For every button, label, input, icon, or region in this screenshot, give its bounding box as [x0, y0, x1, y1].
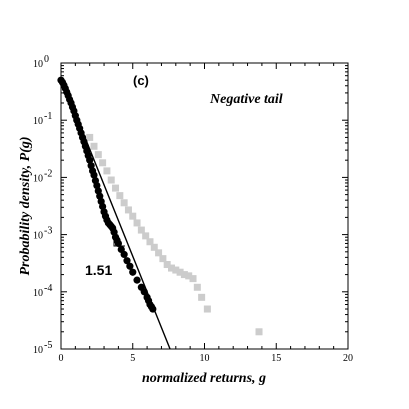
y-tick-exponent: -2 — [44, 168, 52, 179]
y-tick-exponent: -5 — [44, 340, 52, 351]
gray-point — [120, 199, 128, 207]
gray-point — [203, 305, 211, 313]
gray-series — [86, 133, 263, 336]
slope-label: 1.51 — [85, 262, 112, 278]
x-tick-label: 10 — [200, 353, 210, 364]
black-point — [120, 250, 128, 259]
slope-triangle — [113, 226, 125, 247]
x-axis-title: normalized returns, g — [142, 371, 266, 386]
y-tick-label: 10 — [33, 59, 43, 70]
gray-point — [146, 238, 154, 246]
gray-point — [150, 243, 158, 251]
gray-point — [180, 271, 188, 279]
y-tick-exponent: -1 — [44, 111, 52, 122]
gray-point — [94, 151, 102, 159]
y-tick-label: 10 — [33, 345, 43, 356]
annotation-negative-tail: Negative tail — [209, 92, 283, 107]
y-tick-label: 10 — [33, 231, 43, 242]
gray-point — [86, 133, 94, 141]
y-tick-label: 10 — [33, 116, 43, 127]
x-tick-label: 0 — [59, 353, 64, 364]
gray-point — [90, 142, 98, 150]
gray-point — [193, 283, 201, 291]
gray-point — [176, 268, 184, 276]
black-point — [114, 239, 122, 248]
gray-point — [124, 206, 132, 214]
gray-point — [198, 293, 206, 301]
gray-point — [129, 212, 137, 220]
black-point — [133, 276, 141, 284]
gray-point — [155, 249, 163, 257]
gray-point — [137, 226, 145, 234]
y-tick-exponent: 0 — [44, 54, 49, 65]
gray-point — [185, 272, 193, 280]
gray-point — [142, 232, 150, 240]
panel-label: (c) — [133, 73, 149, 88]
gray-point — [103, 167, 111, 175]
black-series — [57, 76, 157, 313]
black-point — [129, 268, 137, 276]
gray-point — [99, 159, 107, 167]
gray-point — [255, 328, 263, 336]
gray-point — [133, 219, 141, 227]
gray-point — [167, 264, 175, 272]
gray-point — [116, 192, 124, 200]
gray-point — [112, 184, 120, 192]
gray-point — [189, 275, 197, 283]
y-tick-exponent: -3 — [44, 226, 52, 237]
black-point — [149, 305, 157, 313]
gray-point — [172, 266, 180, 274]
y-axis-title: Probability density, P(g) — [18, 136, 33, 275]
gray-point — [159, 255, 167, 263]
gray-point — [163, 261, 171, 269]
black-point — [140, 288, 148, 296]
y-tick-exponent: -4 — [44, 283, 52, 294]
black-point — [90, 171, 98, 179]
black-point — [86, 156, 94, 164]
y-tick-label: 10 — [33, 288, 43, 299]
gray-point — [107, 176, 115, 184]
black-point — [126, 262, 134, 270]
y-tick-label: 10 — [33, 173, 43, 184]
black-point — [123, 257, 131, 265]
x-tick-label: 15 — [271, 353, 281, 364]
x-tick-label: 5 — [130, 353, 135, 364]
x-tick-label: 20 — [343, 353, 353, 364]
